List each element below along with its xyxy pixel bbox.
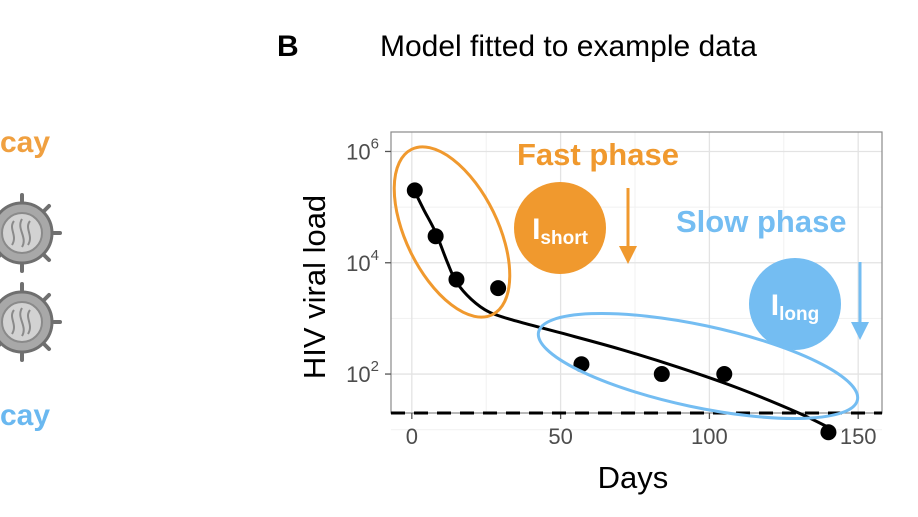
x-axis: 0 50 100 150 xyxy=(406,413,877,449)
y-axis-label: HIV viral load xyxy=(297,195,332,379)
y-axis: 102 104 106 xyxy=(346,135,391,387)
left-panel: cay cay xyxy=(0,126,62,432)
virus-icon xyxy=(0,193,62,273)
chart-title: Model fitted to example data xyxy=(380,30,757,63)
fast-phase-label: Fast phase xyxy=(517,137,679,172)
y-tick-label: 106 xyxy=(346,135,379,164)
long-badge xyxy=(749,258,841,350)
data-point xyxy=(716,366,733,383)
x-axis-label: Days xyxy=(598,460,669,495)
short-badge-main: I xyxy=(532,213,540,246)
y-tick-label: 104 xyxy=(346,247,379,276)
data-points xyxy=(406,182,837,441)
data-point xyxy=(406,182,423,199)
plot-area: 0 50 100 150 102 104 106 xyxy=(346,131,883,449)
data-point xyxy=(653,366,670,383)
long-badge-label: Ilong xyxy=(771,289,819,325)
data-point xyxy=(427,228,444,245)
data-point xyxy=(448,271,465,288)
y-tick-label: 102 xyxy=(346,358,379,387)
grid xyxy=(391,132,882,431)
long-badge-main: I xyxy=(771,289,779,322)
slow-phase-label: Slow phase xyxy=(676,204,847,239)
short-badge xyxy=(514,182,606,274)
virus-icon xyxy=(0,282,62,362)
x-tick-label: 0 xyxy=(406,424,418,449)
short-badge-sub: short xyxy=(540,228,588,249)
x-tick-label: 50 xyxy=(548,424,572,449)
short-badge-label: Ishort xyxy=(532,213,589,249)
panel-letter: B xyxy=(277,30,299,63)
left-top-label: cay xyxy=(0,126,50,159)
long-badge-sub: long xyxy=(779,304,819,325)
left-bottom-label: cay xyxy=(0,399,50,432)
slow-phase-ellipse xyxy=(536,311,860,421)
x-tick-label: 150 xyxy=(840,424,877,449)
data-point xyxy=(820,424,837,441)
fast-phase-ellipse xyxy=(392,145,512,319)
data-point xyxy=(490,280,507,297)
fast-arrow-icon xyxy=(619,188,637,264)
slow-arrow-icon xyxy=(851,262,869,340)
plot-frame xyxy=(390,131,883,414)
x-tick-label: 100 xyxy=(691,424,728,449)
